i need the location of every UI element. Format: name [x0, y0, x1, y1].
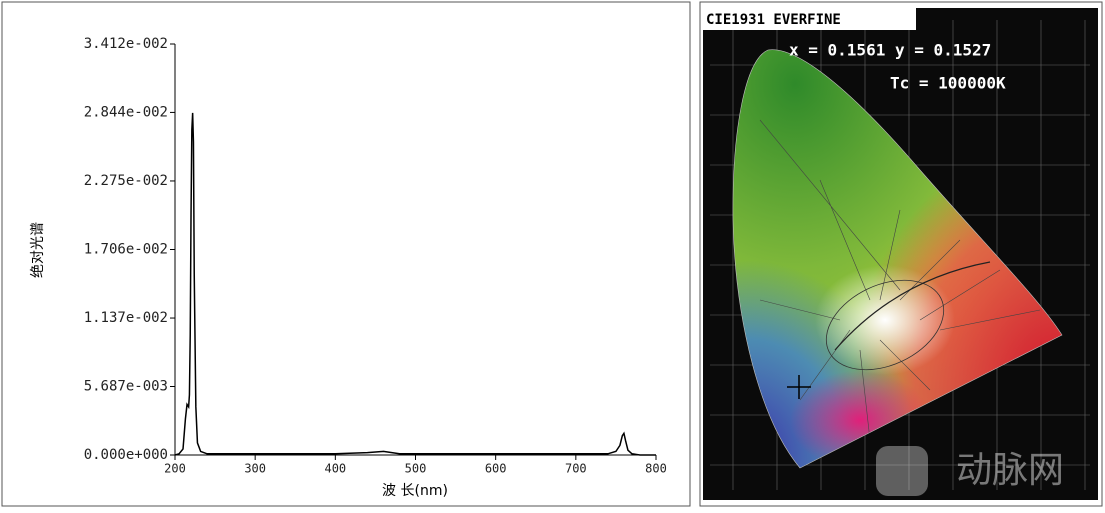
y-tick-label: 2.275e-002 [84, 173, 168, 189]
x-tick-label: 500 [405, 462, 427, 476]
cie-title: CIE1931 EVERFINE [706, 12, 841, 28]
cie-panel: CIE1931 EVERFINE x = 0.1561 y = 0.1527 T… [699, 1, 1103, 507]
title-box [703, 8, 916, 30]
y-tick-label: 5.687e-003 [84, 378, 168, 394]
y-tick-label: 0.000e+000 [84, 447, 168, 463]
x-tick-label: 600 [485, 462, 507, 476]
x-tick-label: 700 [565, 462, 587, 476]
x-axis-label: 波 长(nm) [382, 483, 448, 499]
coordinates: x = 0.1561 y = 0.1527 [789, 41, 991, 60]
chart-frame [1, 1, 691, 507]
y-tick-label: 3.412e-002 [84, 36, 168, 52]
x-tick-label: 800 [645, 462, 667, 476]
x-tick-label: 300 [244, 462, 266, 476]
chromaticity-marker [787, 375, 811, 399]
y-axis-label: 绝对光谱 [30, 222, 46, 278]
y-tick-label: 2.844e-002 [84, 104, 168, 120]
watermark-logo [876, 446, 928, 496]
x-tick-label: 200 [164, 462, 186, 476]
plot: 0.000e+000 5.687e-003 1.137e-002 1.706e-002… [84, 36, 667, 476]
spectrum-line [174, 112, 656, 456]
y-tick-label: 1.706e-002 [84, 242, 168, 258]
spectral-locus [732, 49, 1063, 469]
color-temperature: Tc = 100000K [890, 74, 1006, 93]
y-tick-label: 1.137e-002 [84, 310, 168, 326]
watermark: 动脉网 [956, 450, 1064, 491]
x-tick-label: 400 [324, 462, 346, 476]
